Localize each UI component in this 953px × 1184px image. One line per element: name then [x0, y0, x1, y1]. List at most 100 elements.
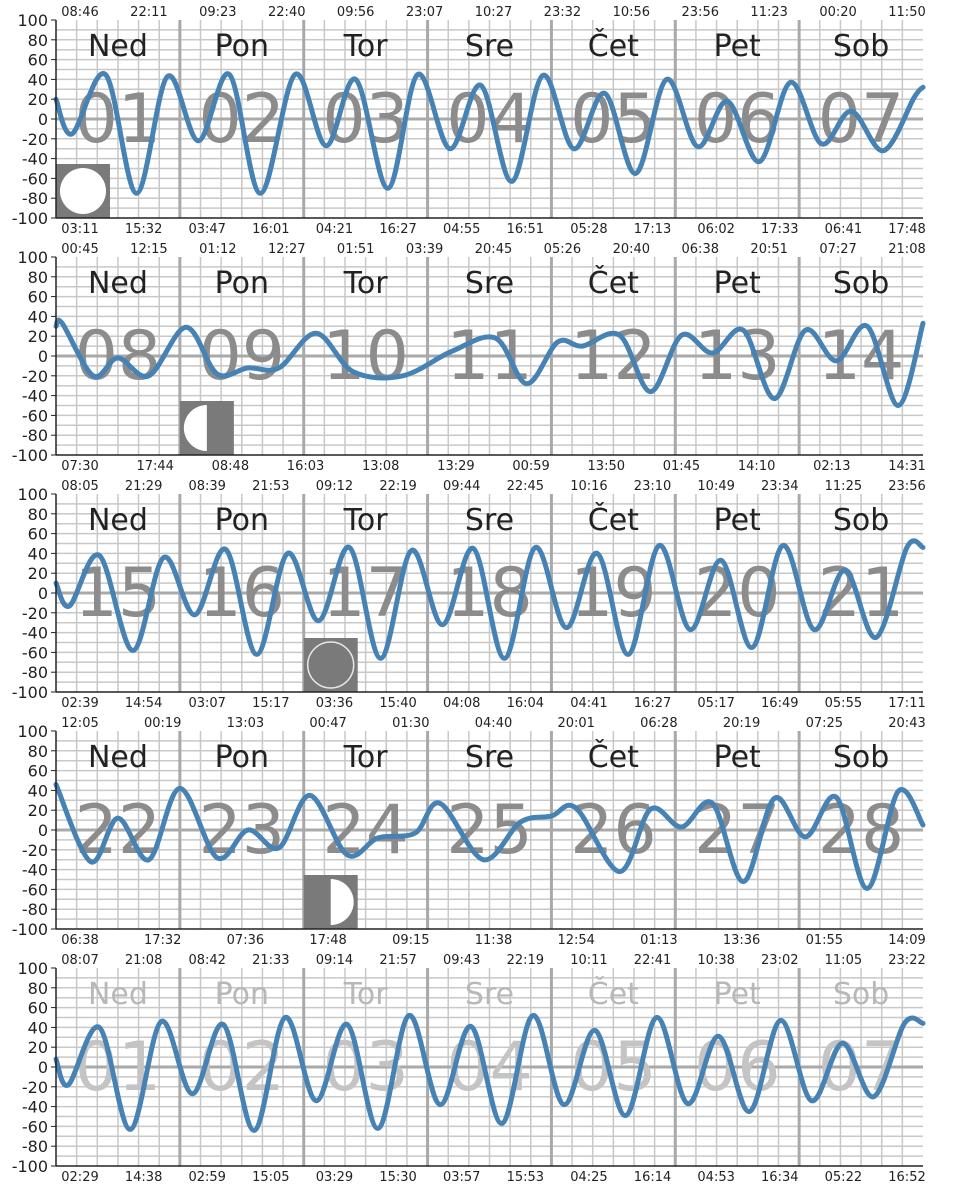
day-name-label: Tor [343, 29, 389, 64]
high-tide-time-label: 23:07 [406, 5, 443, 20]
tide-line-series [53, 1012, 926, 1133]
low-tide-time-label: 17:32 [144, 933, 181, 948]
day-name-label: Tor [343, 503, 389, 538]
y-tick-label: -40 [22, 1098, 48, 1117]
day-name-label: Sre [465, 29, 514, 64]
y-tick-label: 80 [28, 31, 48, 50]
high-tide-time-label: 20:51 [750, 242, 787, 257]
day-name-label: Čet [588, 738, 639, 775]
y-tick-label: -40 [22, 387, 48, 406]
day-name-label: Ned [88, 977, 148, 1012]
day-name-label: Ned [88, 503, 148, 538]
high-tide-time-label: 12:05 [61, 716, 98, 731]
high-tide-time-label: 09:56 [337, 5, 374, 20]
day-name-label: Čet [588, 264, 639, 301]
y-tick-label: 60 [28, 525, 48, 544]
moon-last-quarter-icon [179, 401, 234, 455]
high-tide-time-label: 00:45 [61, 242, 98, 257]
day-name-label: Tor [343, 740, 389, 775]
low-tide-time-label: 08:48 [212, 459, 249, 474]
y-tick-label: 40 [28, 1018, 48, 1037]
low-tide-time-label: 04:08 [443, 696, 480, 711]
day-name-label: Sre [465, 266, 514, 301]
low-tide-time-label: 11:38 [475, 933, 512, 948]
low-tide-time-label: 16:27 [634, 696, 671, 711]
low-tide-time-label: 16:52 [888, 1170, 925, 1184]
high-tide-time-label: 11:23 [750, 5, 787, 20]
tide-line-series [53, 538, 926, 661]
high-tide-time-label: 22:19 [507, 953, 544, 968]
high-tide-time-label: 01:51 [337, 242, 374, 257]
day-number-label: 16 [199, 554, 286, 633]
high-tide-time-label: 23:22 [888, 953, 925, 968]
low-tide-time-label: 07:30 [61, 459, 98, 474]
y-tick-label: 60 [28, 762, 48, 781]
day-name-label: Tor [343, 266, 389, 301]
low-tide-time-label: 02:13 [813, 459, 850, 474]
y-tick-label: 40 [28, 781, 48, 800]
day-name-label: Pon [215, 503, 269, 538]
day-name-label: Tor [343, 977, 389, 1012]
low-tide-time-label: 15:32 [125, 222, 162, 237]
y-tick-label: 100 [17, 722, 48, 741]
high-tide-time-label: 21:33 [252, 953, 289, 968]
y-tick-label: -60 [22, 169, 48, 188]
low-tide-time-label: 02:39 [61, 696, 98, 711]
day-name-label: Pet [714, 266, 761, 301]
y-tick-label: -20 [22, 1078, 48, 1097]
high-tide-time-label: 20:45 [475, 242, 512, 257]
low-tide-time-label: 16:01 [252, 222, 289, 237]
y-tick-label: 100 [17, 248, 48, 267]
y-tick-label: -80 [22, 1137, 48, 1156]
low-tide-time-label: 07:36 [227, 933, 264, 948]
day-name-label: Sob [833, 266, 889, 301]
high-tide-time-label: 21:08 [888, 242, 925, 257]
high-tide-time-label: 08:05 [61, 479, 98, 494]
low-tide-time-label: 06:41 [825, 222, 862, 237]
low-tide-time-label: 13:36 [723, 933, 760, 948]
low-tide-time-label: 13:50 [588, 459, 625, 474]
day-number-label: 26 [570, 791, 657, 870]
low-tide-time-label: 17:48 [888, 222, 925, 237]
high-tide-time-label: 00:19 [144, 716, 181, 731]
y-tick-label: 0 [38, 821, 48, 840]
low-tide-time-label: 13:29 [437, 459, 474, 474]
low-tide-time-label: 05:22 [825, 1170, 862, 1184]
y-tick-label: 100 [17, 959, 48, 978]
low-tide-time-label: 17:13 [634, 222, 671, 237]
day-name-label: Sre [465, 740, 514, 775]
high-tide-time-label: 13:03 [227, 716, 264, 731]
day-number-label: 11 [446, 317, 533, 396]
low-tide-time-label: 06:38 [61, 933, 98, 948]
low-tide-time-label: 14:54 [125, 696, 162, 711]
y-tick-label: 40 [28, 307, 48, 326]
high-tide-time-label: 20:01 [557, 716, 594, 731]
high-tide-time-label: 08:46 [61, 5, 98, 20]
high-tide-time-label: 23:56 [682, 5, 719, 20]
high-tide-time-label: 10:49 [697, 479, 734, 494]
high-tide-time-label: 03:39 [406, 242, 443, 257]
y-tick-label: 20 [28, 327, 48, 346]
low-tide-time-label: 16:34 [761, 1170, 798, 1184]
high-tide-time-label: 21:53 [252, 479, 289, 494]
moon-new-icon [303, 638, 358, 692]
y-tick-label: 80 [28, 505, 48, 524]
high-tide-time-label: 22:19 [379, 479, 416, 494]
y-tick-label: 20 [28, 801, 48, 820]
low-tide-time-label: 15:40 [379, 696, 416, 711]
y-tick-label: -60 [22, 643, 48, 662]
y-tick-label: -80 [22, 189, 48, 208]
moon-full-icon [56, 164, 110, 218]
y-tick-label: -100 [12, 920, 48, 939]
high-tide-time-label: 20:19 [723, 716, 760, 731]
day-number-label: 09 [199, 317, 286, 396]
high-tide-time-label: 11:05 [825, 953, 862, 968]
y-tick-label: -60 [22, 1117, 48, 1136]
y-tick-label: 80 [28, 742, 48, 761]
y-tick-label: 100 [17, 485, 48, 504]
low-tide-time-label: 04:41 [570, 696, 607, 711]
low-tide-time-label: 17:33 [761, 222, 798, 237]
